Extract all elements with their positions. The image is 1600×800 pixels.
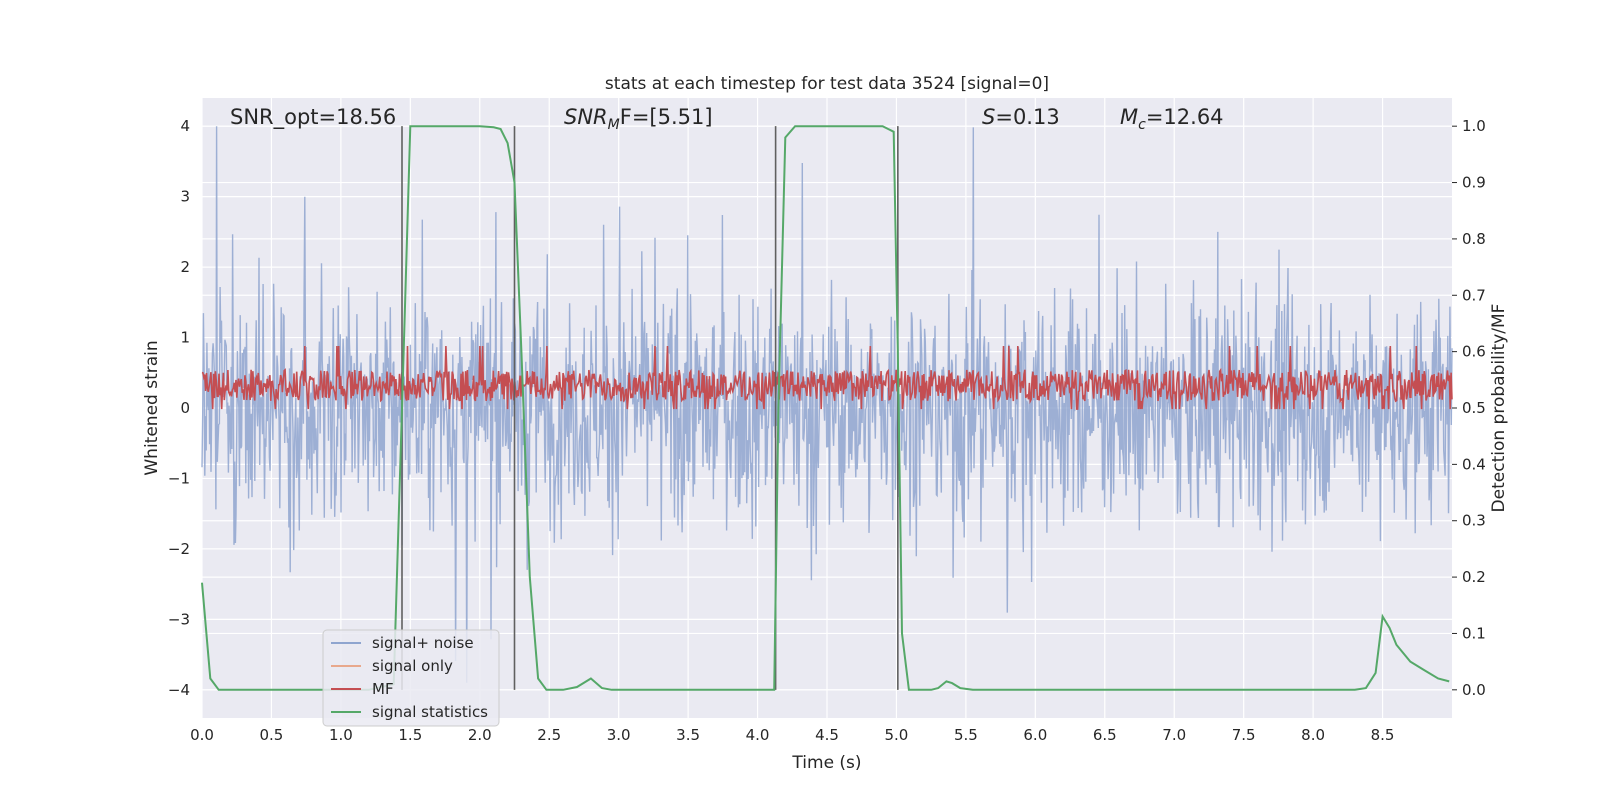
- x-tick-label: 8.0: [1301, 726, 1325, 744]
- legend: signal+ noise signal only MF signal stat…: [322, 629, 500, 727]
- x-tick-label: 4.5: [815, 726, 839, 744]
- ticks: 0.0 0.5 1.0 1.5 2.0 2.5 3.0 3.5 4.0 4.5 5.0 5.5 6.0 6…: [168, 117, 1486, 744]
- mf-line: [201, 345, 1453, 410]
- annotation-mc: Mc=12.64: [1120, 105, 1224, 133]
- x-tick-label: 7.0: [1162, 726, 1186, 744]
- legend-label-signal-statistics: signal statistics: [372, 703, 488, 721]
- y-right-tick-label: 0.2: [1462, 568, 1486, 586]
- y-left-tick-label: −1: [168, 469, 190, 487]
- x-tick-label: 3.5: [676, 726, 700, 744]
- y-axis-label-right: Detection probability/MF: [1489, 304, 1509, 513]
- chart-title: stats at each timestep for test data 352…: [605, 74, 1049, 94]
- annotation-snr-opt: SNR_opt=18.56: [230, 105, 396, 130]
- y-right-tick-label: 0.1: [1462, 624, 1486, 642]
- annotation-mc-rest: =12.64: [1146, 105, 1224, 129]
- y-left-tick-label: −3: [168, 610, 190, 628]
- x-tick-label: 6.5: [1093, 726, 1117, 744]
- y-left-tick-label: −4: [168, 681, 190, 699]
- y-right-tick-label: 0.0: [1462, 681, 1486, 699]
- y-right-tick-label: 0.3: [1462, 512, 1486, 530]
- annotation-mc-sub: c: [1138, 117, 1146, 133]
- x-tick-label: 0.5: [260, 726, 284, 744]
- x-tick-label: 6.0: [1023, 726, 1047, 744]
- y-right-tick-label: 0.9: [1462, 174, 1486, 192]
- x-tick-label: 1.5: [398, 726, 422, 744]
- annotation-s-var: S: [982, 105, 995, 129]
- y-right-tick-label: 0.7: [1462, 286, 1486, 304]
- y-left-tick-label: 3: [180, 188, 190, 206]
- x-tick-label: 3.0: [607, 726, 631, 744]
- x-tick-label: 5.5: [954, 726, 978, 744]
- y-right-tick-label: 1.0: [1462, 117, 1486, 135]
- annotation-snr-mf-base: SNR: [564, 105, 608, 129]
- y-left-tick-label: 0: [180, 399, 190, 417]
- y-right-tick-label: 0.4: [1462, 455, 1486, 473]
- signal-statistics-series: [201, 125, 1450, 691]
- legend-box: [322, 629, 500, 727]
- annotation-snr-mf: SNRMF=[5.51]: [564, 105, 713, 133]
- y-axis-label-left: Whitened strain: [142, 340, 162, 475]
- y-left-tick-label: 2: [180, 258, 190, 276]
- x-tick-label: 0.0: [190, 726, 214, 744]
- legend-label-signal-noise: signal+ noise: [372, 634, 474, 652]
- y-right-tick-label: 0.5: [1462, 399, 1486, 417]
- x-tick-label: 4.0: [746, 726, 770, 744]
- signal-statistics-line: [201, 125, 1450, 691]
- y-right-tick-label: 0.6: [1462, 343, 1486, 361]
- legend-label-signal-only: signal only: [372, 657, 453, 675]
- x-tick-label: 8.5: [1371, 726, 1395, 744]
- annotation-s: S=0.13: [982, 105, 1060, 129]
- y-left-tick-label: 4: [180, 117, 190, 135]
- y-right-tick-label: 0.8: [1462, 230, 1486, 248]
- annotation-snr-mf-sub: M: [608, 117, 620, 133]
- x-tick-label: 5.0: [885, 726, 909, 744]
- x-tick-label: 7.5: [1232, 726, 1256, 744]
- x-axis-label: Time (s): [791, 753, 861, 773]
- x-tick-label: 2.5: [537, 726, 561, 744]
- y-left-tick-label: −2: [168, 540, 190, 558]
- x-tick-label: 1.0: [329, 726, 353, 744]
- annotation-snr-mf-rest: F=[5.51]: [620, 105, 713, 129]
- mf-series: [201, 345, 1453, 410]
- legend-label-mf: MF: [372, 680, 394, 698]
- y-left-tick-label: 1: [180, 329, 190, 347]
- annotation-s-rest: =0.13: [995, 105, 1059, 129]
- annotation-mc-var: M: [1120, 105, 1138, 129]
- x-tick-label: 2.0: [468, 726, 492, 744]
